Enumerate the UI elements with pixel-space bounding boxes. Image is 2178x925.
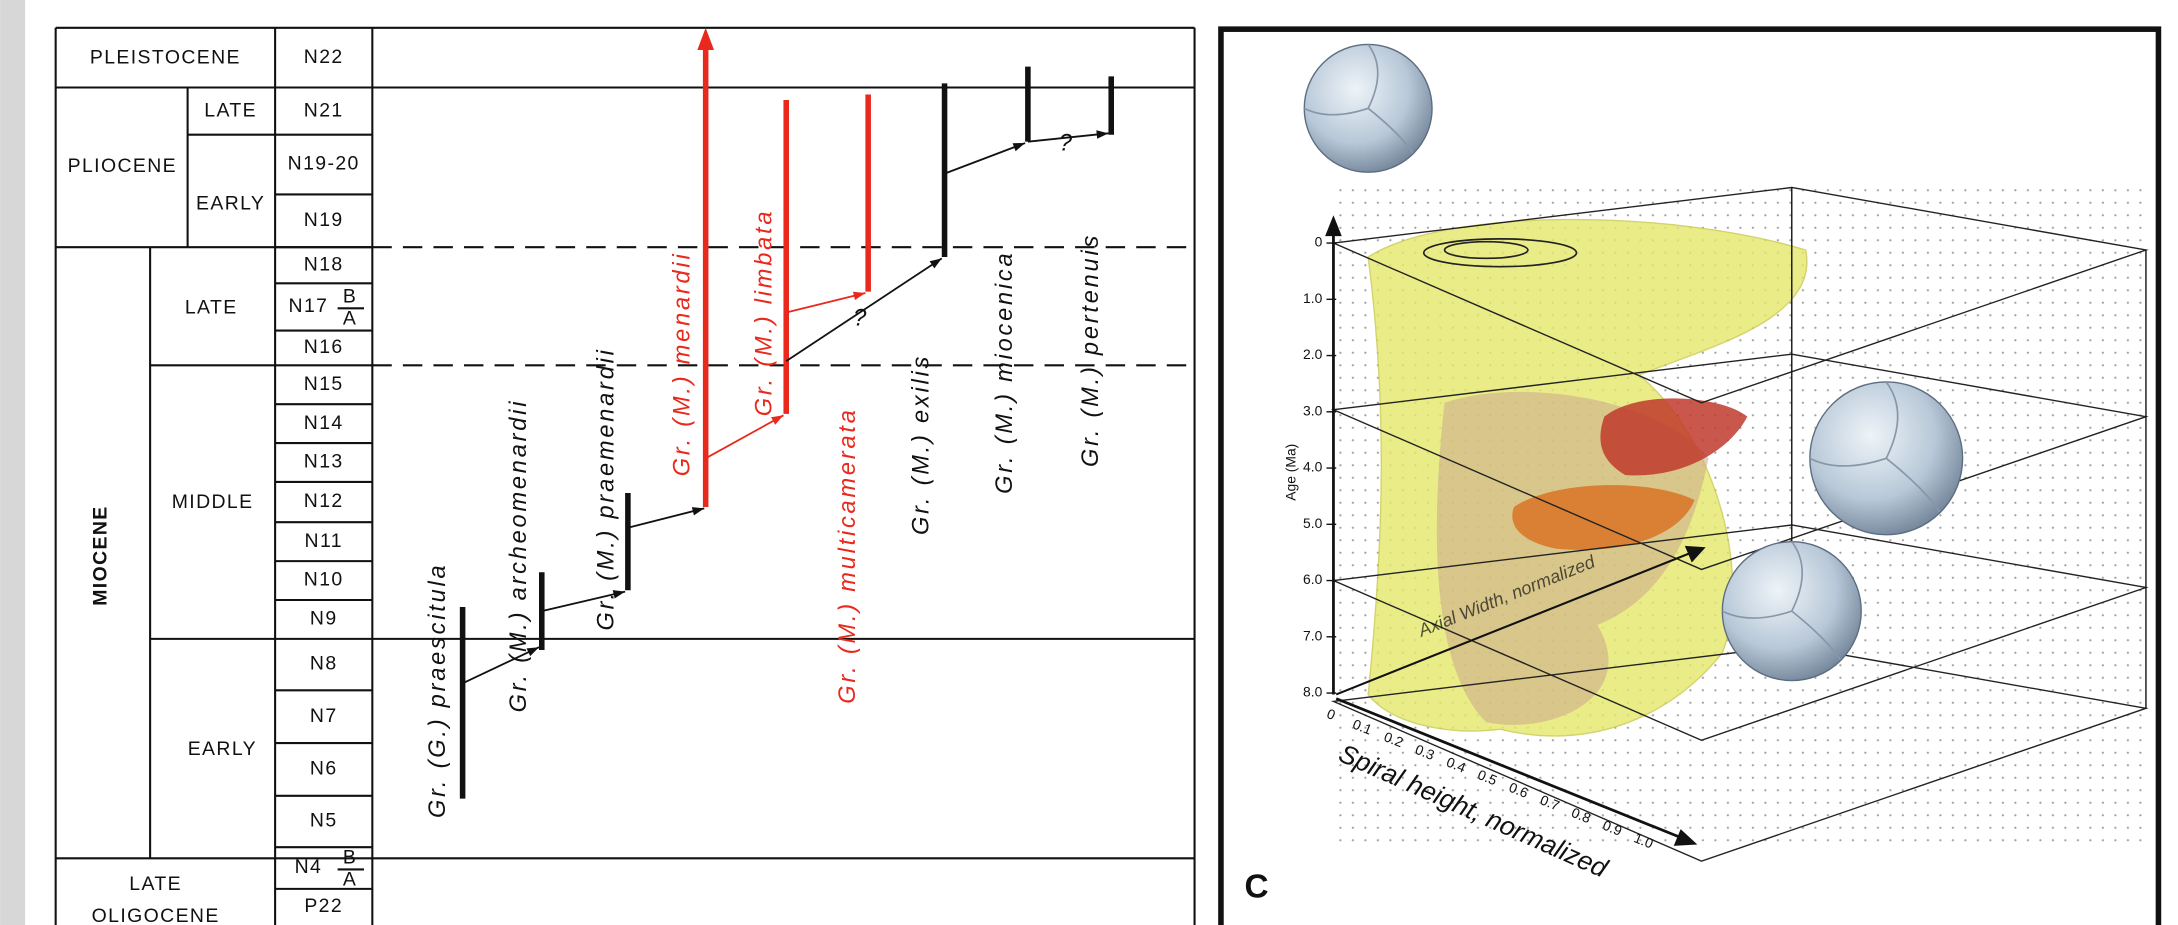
lineage-link	[706, 415, 784, 458]
age-tick-label: 8.0	[1303, 684, 1323, 700]
panel-label: C	[1245, 869, 1269, 906]
zone-label: N12	[304, 490, 344, 512]
zone-sub-upper: B	[343, 846, 357, 868]
zone-label: N13	[304, 451, 344, 473]
question-mark: ?	[1059, 131, 1075, 157]
subepoch-label: EARLY	[196, 192, 265, 214]
age-tick-label: 1.0	[1303, 290, 1323, 306]
species-label: Gr. (M.) menardii	[670, 252, 696, 477]
arrowhead	[697, 28, 714, 50]
zone-label: N9	[310, 608, 338, 630]
zone-label: N19	[304, 209, 344, 231]
side-strip	[0, 0, 25, 925]
arrowhead	[771, 415, 783, 424]
zone-label: N7	[310, 705, 338, 727]
age-tick-label: 3.0	[1303, 402, 1323, 418]
epoch-label: OLIGOCENE	[92, 905, 220, 925]
zone-label: N10	[304, 569, 344, 591]
species-label: Gr. (M.) miocenica	[992, 251, 1018, 494]
zone-sub-upper: B	[343, 285, 357, 307]
arrowhead	[1096, 130, 1108, 139]
zone-sub-lower: A	[343, 308, 357, 330]
figure: N22N21N19-20N19N18N17BAN16N15N14N13N12N1…	[0, 0, 2178, 925]
species-label: Gr. (M.) archeomenardii	[506, 399, 532, 713]
arrowhead	[692, 507, 704, 515]
zone-label: N17	[289, 295, 329, 317]
zone-label: N21	[304, 99, 344, 121]
zone-label: N16	[304, 336, 344, 358]
epoch-label: PLEISTOCENE	[90, 46, 241, 68]
age-tick-label: 5.0	[1303, 515, 1323, 531]
arrowhead	[853, 292, 865, 300]
zone-label: N18	[304, 253, 344, 275]
epoch-label: PLIOCENE	[68, 155, 177, 177]
age-tick-label: 2.0	[1303, 346, 1323, 362]
question-mark: ?	[853, 306, 869, 332]
zone-label: N5	[310, 810, 338, 832]
age-tick-label: 7.0	[1303, 627, 1323, 643]
age-tick-label: 4.0	[1303, 459, 1323, 475]
species-label: Gr. (M.) exilis	[909, 354, 935, 535]
zone-label: N15	[304, 373, 344, 395]
age-tick-label: 0	[1315, 234, 1323, 250]
subepoch-label: EARLY	[188, 738, 257, 760]
zone-label: N6	[310, 758, 338, 780]
lineage-link	[945, 143, 1026, 174]
epoch-label: LATE	[129, 873, 182, 895]
species-label: Gr. (M.) praemenardii	[593, 347, 619, 630]
species-label: Gr. (M.) multicamerata	[835, 407, 861, 703]
age-axis-label: Age (Ma)	[1282, 444, 1298, 501]
zone-label: N11	[305, 530, 343, 552]
subepoch-label: LATE	[204, 99, 257, 121]
arrowhead	[1013, 143, 1025, 151]
zone-label: N8	[310, 653, 338, 675]
zone-label: P22	[304, 895, 343, 917]
subepoch-label: LATE	[185, 296, 238, 318]
age-tick-label: 6.0	[1303, 571, 1323, 587]
zone-label: N4	[295, 856, 323, 878]
zone-sub-lower: A	[343, 869, 357, 891]
species-label: Gr. (G.) praescitula	[425, 563, 451, 818]
zone-label: N19-20	[288, 153, 360, 175]
species-label: Gr. (M.) pertenuis	[1078, 233, 1104, 467]
subepoch-label: MIDDLE	[172, 491, 254, 513]
zone-label: N22	[304, 46, 344, 68]
epoch-label: MIOCENE	[90, 505, 112, 605]
zone-label: N14	[304, 412, 344, 434]
lineage-link	[628, 508, 704, 527]
arrowhead	[930, 258, 942, 268]
species-label: Gr. (M.) limbata	[752, 209, 778, 417]
